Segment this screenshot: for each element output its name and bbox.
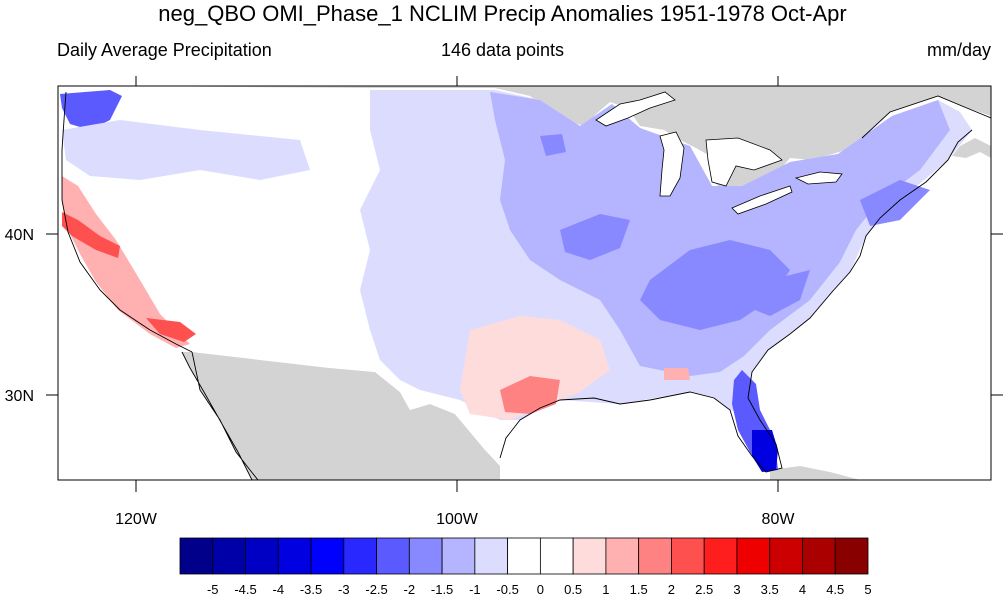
colorbar-label: -1	[469, 582, 481, 597]
colorbar-box	[572, 537, 607, 575]
lon-label-80w: 80W	[762, 511, 796, 528]
lon-label-120w: 120W	[115, 511, 158, 528]
colorbar-label: 2	[668, 582, 675, 597]
anomaly-red-texas	[500, 376, 560, 414]
mexico-coastline	[181, 351, 259, 480]
lake-ontario	[794, 171, 843, 185]
anomaly-light-blue-northwest	[62, 120, 310, 180]
data-points-label: 146 data points	[440, 40, 565, 60]
mexico-land-mask	[192, 352, 500, 480]
colorbar-box	[802, 537, 836, 575]
anomaly-red-california	[62, 176, 190, 348]
colorbar-label: -4.5	[234, 582, 256, 597]
west-coast-line	[61, 91, 193, 353]
colorbar-box	[245, 537, 279, 575]
canada-border-coastline	[861, 95, 991, 139]
anomaly-dark-red-socal	[146, 318, 196, 342]
anomaly-blue-patch-wisconsin	[540, 134, 566, 156]
colorbar-label: 1	[602, 582, 609, 597]
colorbar-box	[474, 537, 509, 575]
lake-michigan	[659, 131, 685, 197]
colorbar-box	[736, 537, 771, 575]
colorbar-box	[671, 537, 705, 575]
lake-erie	[731, 185, 793, 215]
colorbar-label: -0.5	[496, 582, 518, 597]
colorbar-label: 2.5	[695, 582, 713, 597]
anomaly-medium-blue-east	[490, 92, 950, 376]
map-frame	[57, 85, 992, 481]
colorbar-label: -4	[273, 582, 285, 597]
colorbar-box	[212, 537, 246, 575]
colorbar-box	[408, 537, 443, 575]
map-plot-area	[58, 86, 991, 480]
colorbar-box	[638, 537, 672, 575]
colorbar: -5 -4.5 -4 -3.5 -3 -2.5 -2 -1.5 -1 -0.5 0 0.5 1 1.5 2 2…	[179, 537, 872, 597]
colorbar-label: 0	[537, 582, 544, 597]
colorbar-box	[703, 537, 738, 575]
axis-ticks	[46, 76, 1003, 492]
colorbar-label: 1.5	[630, 582, 648, 597]
colorbar-box	[179, 537, 214, 575]
maritimes-land-mask	[952, 138, 991, 158]
anomaly-dark-red-california	[62, 212, 120, 258]
colorbar-label: 0.5	[564, 582, 582, 597]
lon-label-100w: 100W	[436, 511, 479, 528]
colorbar-label: 4	[799, 582, 806, 597]
cuba-land-mask	[770, 466, 860, 480]
colorbar-box	[605, 537, 640, 575]
colorbar-label: -2.5	[365, 582, 387, 597]
anomaly-light-red-texas	[460, 316, 610, 420]
colorbar-label: 3	[733, 582, 740, 597]
baja-land-mask	[182, 352, 270, 480]
colorbar-box	[376, 537, 410, 575]
colorbar-label: -1.5	[431, 582, 453, 597]
anomaly-deep-blue-florida	[752, 430, 778, 472]
lake-superior	[595, 91, 676, 127]
colorbar-label: 4.5	[826, 582, 844, 597]
colorbar-box	[834, 537, 869, 575]
colorbar-box	[343, 537, 377, 575]
canada-land-mask	[58, 86, 991, 200]
colorbar-label: -2	[404, 582, 416, 597]
lake-huron	[705, 137, 783, 187]
variable-label: Daily Average Precipitation	[57, 40, 272, 60]
east-coast-line	[499, 129, 973, 473]
colorbar-box	[277, 537, 312, 575]
colorbar-box	[310, 537, 345, 575]
colorbar-box	[507, 537, 541, 575]
lat-label-30n: 30N	[5, 388, 34, 405]
anomaly-blue-patch-carolina	[730, 270, 810, 316]
colorbar-label: 3.5	[761, 582, 779, 597]
colorbar-label: -3	[338, 582, 350, 597]
colorbar-box	[441, 537, 476, 575]
lat-label-40n: 40N	[5, 227, 34, 244]
anomaly-blue-patch-iowa	[560, 214, 630, 260]
map-title: neg_QBO OMI_Phase_1 NCLIM Precip Anomali…	[158, 1, 847, 26]
units-label: mm/day	[926, 40, 991, 60]
colorbar-label: -3.5	[300, 582, 322, 597]
anomaly-red-mississippi	[664, 368, 690, 380]
colorbar-label: 5	[864, 582, 871, 597]
colorbar-box	[539, 537, 574, 575]
colorbar-label: -5	[207, 582, 219, 597]
colorbar-box	[769, 537, 803, 575]
anomaly-blue-pacific-nw	[60, 90, 122, 130]
